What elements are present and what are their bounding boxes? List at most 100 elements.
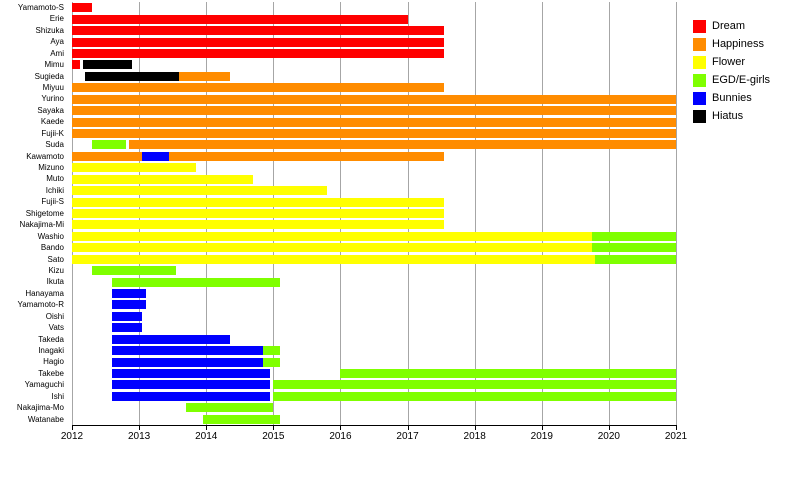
member-label: Takebe xyxy=(38,368,64,378)
timeline-bar xyxy=(595,254,676,264)
legend-swatch-happiness xyxy=(693,38,706,51)
x-axis-tick xyxy=(273,425,275,430)
member-label: Suda xyxy=(45,140,64,150)
member-label: Kizu xyxy=(48,265,64,275)
member-label: Yamamoto-R xyxy=(17,300,64,310)
gridline xyxy=(474,2,476,425)
timeline-bar xyxy=(72,37,445,47)
timeline-bar xyxy=(112,277,281,287)
member-label: Sato xyxy=(47,254,64,264)
legend-item-happiness: Happiness xyxy=(693,38,770,51)
timeline-bar xyxy=(72,106,676,116)
legend-item-hiatus: Hiatus xyxy=(693,110,770,123)
member-label: Mizuno xyxy=(38,163,64,173)
timeline-bar xyxy=(85,71,180,81)
timeline-bar xyxy=(72,209,445,218)
timeline-bar xyxy=(72,48,445,58)
member-label: Bando xyxy=(40,243,64,253)
member-label: Yurino xyxy=(41,94,64,104)
timeline-bar xyxy=(112,391,270,401)
legend-swatch-dream xyxy=(693,20,706,33)
member-label: Washio xyxy=(37,231,64,241)
timeline-bar xyxy=(92,140,126,150)
member-label: Hanayama xyxy=(25,288,64,298)
timeline-bar xyxy=(72,163,197,173)
timeline-bar xyxy=(72,197,445,207)
x-axis-tick xyxy=(340,425,342,430)
x-axis-tick xyxy=(541,425,543,430)
x-tick-label: 2013 xyxy=(127,431,151,442)
member-label: Mimu xyxy=(44,60,64,70)
x-axis-tick xyxy=(474,425,476,430)
timeline-bar xyxy=(72,60,81,70)
legend-item-egd: EGD/E-girls xyxy=(693,74,770,87)
legend-item-bunnies: Bunnies xyxy=(693,92,770,105)
timeline-bar xyxy=(72,14,408,24)
x-tick-label: 2015 xyxy=(262,431,285,442)
member-label: Inagaki xyxy=(38,345,64,355)
x-tick-label: 2016 xyxy=(329,431,352,442)
timeline-bar xyxy=(72,94,676,104)
timeline-bar xyxy=(72,151,143,161)
legend-label: Bunnies xyxy=(712,92,752,104)
legend-label: Flower xyxy=(712,56,746,68)
timeline-bar xyxy=(202,414,281,424)
timeline-bar xyxy=(592,243,676,253)
timeline-bar xyxy=(112,323,143,333)
timeline-bar xyxy=(112,346,264,356)
timeline-bar xyxy=(186,403,274,413)
member-label: Kawamoto xyxy=(26,151,64,161)
member-label: Ichiki xyxy=(45,185,64,195)
timeline-bar xyxy=(72,174,254,184)
timeline-bar xyxy=(72,26,445,36)
timeline-bar xyxy=(273,391,676,401)
x-tick-label: 2018 xyxy=(463,431,486,442)
x-axis xyxy=(72,425,677,426)
legend: Dream Happiness Flower EGD/E-girls Bunnies Hi… xyxy=(693,20,770,128)
x-axis-tick xyxy=(206,425,208,430)
member-label: Ami xyxy=(50,48,64,58)
member-label: Fujii-S xyxy=(41,197,64,207)
legend-item-flower: Flower xyxy=(693,56,770,69)
x-tick-label: 2014 xyxy=(195,431,218,442)
member-label: Muto xyxy=(46,174,64,184)
gridline xyxy=(608,2,610,425)
x-tick-label: 2021 xyxy=(664,431,688,442)
timeline-bar xyxy=(592,231,676,241)
timeline-bar xyxy=(263,357,281,367)
timeline-bar xyxy=(112,380,270,390)
member-label: Hagio xyxy=(43,357,64,367)
member-label: Shizuka xyxy=(35,25,64,35)
member-label: Nakajima-Mi xyxy=(19,220,64,230)
x-axis-tick xyxy=(139,425,141,430)
member-label: Miyuu xyxy=(42,83,64,93)
member-labels-column: Yamamoto-S Erie Shizuka Aya Ami Mimu Sugieda Mi… xyxy=(0,2,68,425)
member-label: Fujii-K xyxy=(41,128,64,138)
plot-area xyxy=(72,2,677,425)
timeline-bar xyxy=(169,151,445,161)
timeline-bar xyxy=(72,231,593,241)
member-label: Erie xyxy=(49,14,64,24)
x-axis-tick xyxy=(72,425,73,430)
timeline-bar xyxy=(129,140,676,150)
timeline-bar xyxy=(112,369,270,379)
member-label: Sugieda xyxy=(34,71,64,81)
timeline-bar xyxy=(72,220,445,230)
legend-label: Happiness xyxy=(712,38,764,50)
member-label: Sayaka xyxy=(37,105,64,115)
timeline-bar xyxy=(72,83,445,93)
timeline-bar xyxy=(179,71,230,81)
timeline-bar xyxy=(263,346,281,356)
member-label: Shigetome xyxy=(25,208,64,218)
timeline-bar xyxy=(112,300,146,310)
member-label: Nakajima-Mo xyxy=(16,403,64,413)
member-label: Vats xyxy=(48,323,64,333)
x-axis-tick xyxy=(676,425,677,430)
x-tick-label: 2020 xyxy=(597,431,620,442)
legend-swatch-egd xyxy=(693,74,706,87)
member-label: Ishi xyxy=(51,391,64,401)
timeline-bar xyxy=(112,357,264,367)
timeline-bar xyxy=(72,117,676,127)
timeline-bar xyxy=(72,254,596,264)
